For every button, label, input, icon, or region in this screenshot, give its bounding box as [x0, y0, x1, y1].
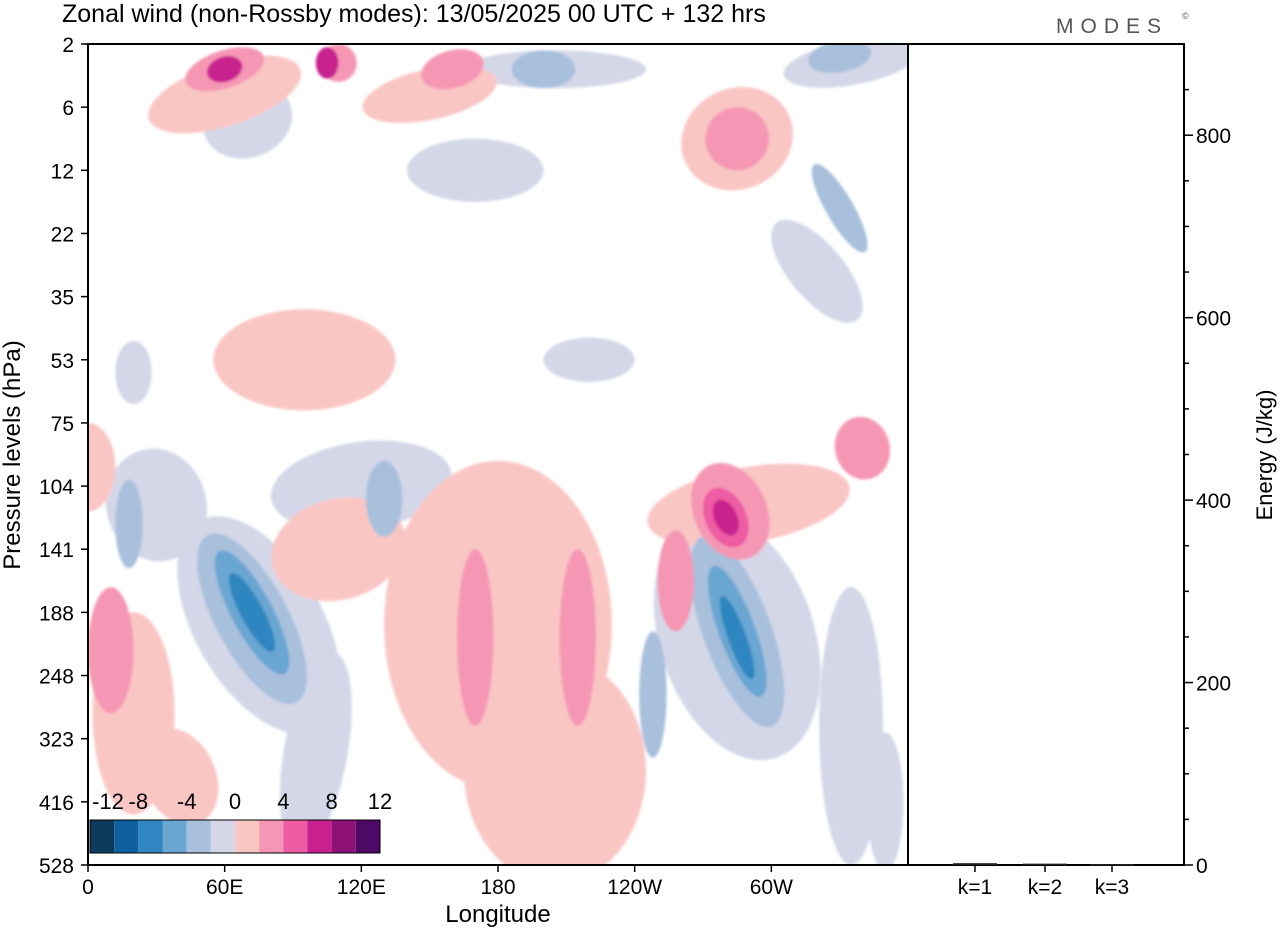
- energy-tick-label: 400: [1196, 490, 1231, 513]
- energy-tick-label: 800: [1196, 125, 1231, 148]
- colorbar-swatch: [259, 820, 284, 853]
- x-tick-label: 120W: [607, 876, 662, 899]
- positive-contour: [213, 309, 396, 411]
- positive-contour: [315, 47, 339, 79]
- wind-field: [88, 44, 908, 865]
- energy-bar: [1023, 863, 1067, 866]
- colorbar-swatch: [186, 820, 211, 853]
- colorbar-swatch: [307, 820, 332, 853]
- colorbar-swatch: [138, 820, 163, 853]
- y-tick-label: 188: [39, 602, 74, 625]
- energy-tick-label: 600: [1196, 308, 1231, 331]
- negative-contour: [811, 163, 868, 253]
- energy-axis-label: Energy (J/kg): [1252, 390, 1277, 521]
- y-tick-label: 35: [51, 287, 74, 310]
- energy-category-label: k=2: [1028, 876, 1062, 899]
- energy-bar: [953, 863, 997, 865]
- colorbar-label: -4: [177, 789, 197, 814]
- negative-contour: [543, 337, 635, 382]
- y-tick-label: 2: [62, 34, 74, 57]
- x-tick-label: 180: [480, 876, 515, 899]
- y-tick-label: 323: [39, 729, 74, 752]
- colorbar-frame: [89, 819, 381, 854]
- energy-category-label: k=3: [1095, 876, 1129, 899]
- y-tick-label: 248: [39, 666, 74, 689]
- y-tick-label: 141: [39, 539, 74, 562]
- positive-contour: [421, 49, 484, 90]
- positive-contour: [463, 656, 647, 865]
- colorbar-swatch: [114, 820, 139, 853]
- x-axis: 0 60E 120E 180 120W 60W: [82, 865, 793, 899]
- positive-contour: [559, 549, 596, 727]
- colorbar: -12 -8 -4 0 4 8 12: [89, 789, 392, 854]
- energy-axis: 0 200 400 600 800: [1184, 88, 1231, 878]
- positive-contour: [148, 55, 302, 134]
- colorbar-label: -12: [92, 789, 124, 814]
- colorbar-swatch: [283, 820, 308, 853]
- energy-tick-label: 200: [1196, 673, 1231, 696]
- colorbar-swatch: [235, 820, 260, 853]
- colorbar-swatch: [210, 820, 235, 853]
- energy-tick-label: 0: [1196, 855, 1208, 878]
- positive-contour: [657, 530, 694, 632]
- negative-contour: [228, 572, 276, 652]
- negative-contour: [771, 219, 863, 323]
- negative-contour: [719, 595, 755, 680]
- colorbar-swatch: [331, 820, 356, 853]
- positive-contour: [88, 587, 134, 714]
- positive-contour: [139, 728, 219, 825]
- y-axis: 2 6 12 22 35 53 75 104 141 188 248 323 416 528: [39, 34, 88, 878]
- x-axis-label: Longitude: [445, 901, 550, 928]
- x-tick-label: 120E: [337, 876, 386, 899]
- x-tick-label: 0: [82, 876, 94, 899]
- y-axis-label: Pressure levels (hPa): [0, 340, 26, 569]
- positive-contour: [457, 549, 494, 727]
- y-tick-label: 75: [51, 413, 74, 436]
- x-tick-label: 60E: [206, 876, 243, 899]
- energy-category-label: k=1: [958, 876, 992, 899]
- negative-contour: [406, 138, 544, 202]
- energy-bar: [1090, 864, 1134, 866]
- colorbar-label: 4: [277, 789, 289, 814]
- negative-contour: [365, 460, 403, 537]
- brand-logo: MODES ©: [1056, 11, 1189, 38]
- brand-text: MODES: [1056, 15, 1168, 38]
- y-tick-label: 53: [51, 350, 74, 373]
- positive-contour: [88, 422, 116, 512]
- positive-contour: [511, 776, 539, 865]
- colorbar-label: -8: [129, 789, 149, 814]
- colorbar-swatch: [162, 820, 187, 853]
- negative-contour: [639, 631, 667, 758]
- negative-contour: [115, 479, 143, 569]
- positive-contour: [206, 55, 243, 83]
- y-tick-label: 12: [51, 160, 74, 183]
- brand-mark: ©: [1182, 11, 1189, 21]
- y-tick-label: 6: [62, 97, 74, 120]
- colorbar-label: 12: [368, 789, 392, 814]
- negative-contour: [867, 732, 904, 865]
- colorbar-swatch: [90, 820, 115, 853]
- x-tick-label: 60W: [750, 876, 793, 899]
- energy-bars: k=1 k=2 k=3: [953, 863, 1134, 899]
- positive-contour: [712, 499, 739, 536]
- negative-contour: [808, 44, 872, 74]
- y-tick-label: 22: [51, 223, 74, 246]
- colorbar-label: 0: [229, 789, 241, 814]
- chart-title: Zonal wind (non-Rossby modes): 13/05/202…: [62, 0, 766, 28]
- positive-contour: [834, 416, 891, 480]
- negative-contour: [115, 340, 152, 404]
- colorbar-swatch: [355, 820, 380, 853]
- negative-contour: [511, 50, 576, 89]
- y-tick-label: 416: [39, 792, 74, 815]
- colorbar-label: 8: [326, 789, 338, 814]
- negative-contour: [819, 587, 883, 865]
- energy-panel-frame: [907, 43, 1185, 866]
- y-tick-label: 104: [39, 476, 74, 499]
- y-tick-label: 528: [39, 855, 74, 878]
- positive-contour: [705, 107, 769, 171]
